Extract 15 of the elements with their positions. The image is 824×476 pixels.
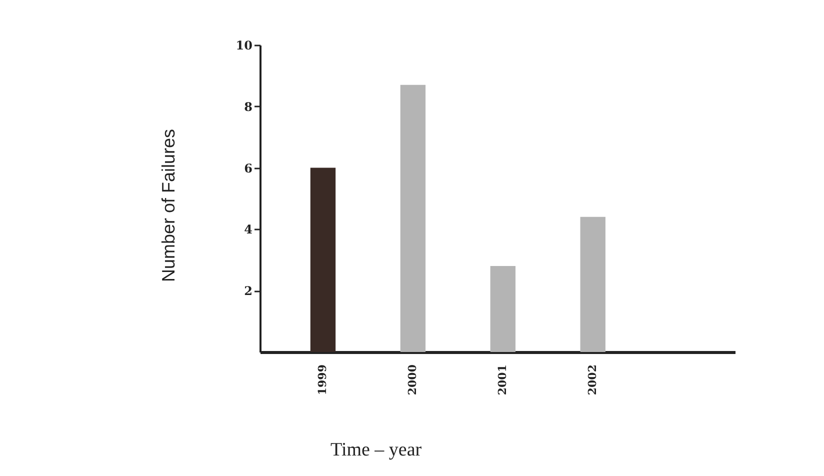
y-tick-label: 6 bbox=[244, 161, 252, 176]
x-tick-label: 1999 bbox=[316, 364, 329, 396]
x-tick-label: 2002 bbox=[586, 364, 599, 396]
y-tick-label: 4 bbox=[244, 222, 252, 237]
y-tick-label: 10 bbox=[236, 38, 252, 52]
bar bbox=[400, 84, 426, 352]
x-tick-label: 2000 bbox=[406, 364, 419, 396]
bar bbox=[310, 168, 336, 352]
y-axis-title: Number of Failures bbox=[158, 128, 178, 282]
y-tick-label: 8 bbox=[244, 100, 252, 114]
bar bbox=[580, 216, 606, 352]
x-tick-label: 2001 bbox=[496, 364, 509, 396]
y-tick-label: 2 bbox=[244, 284, 252, 298]
bar bbox=[490, 266, 516, 352]
x-axis-title: Time – year bbox=[330, 440, 422, 460]
